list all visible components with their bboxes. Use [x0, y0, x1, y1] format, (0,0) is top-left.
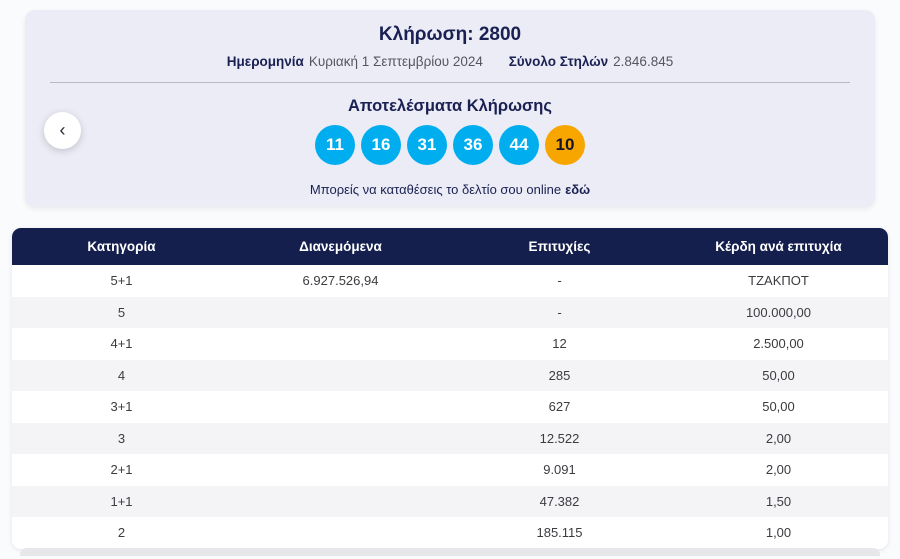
table-row: 5 - 100.000,00	[12, 296, 888, 328]
winning-number-ball: 11	[315, 125, 355, 165]
column-header: Κατηγορία	[87, 239, 156, 254]
prize-table-header: Κατηγορία Διανεμόμενα Επιτυχίες Κέρδη ανά ε…	[12, 228, 888, 265]
table-cell: 285	[548, 367, 571, 383]
column-header: Κέρδη ανά επιτυχία	[715, 239, 842, 254]
table-row: 1+1 47.382 1,50	[12, 485, 888, 517]
table-cell: 6.927.526,94	[302, 273, 379, 289]
table-row: 3 12.522 2,00	[12, 422, 888, 454]
columns-label: Σύνολο Στηλών	[508, 54, 609, 69]
table-cell: 5+1	[110, 273, 133, 289]
header-divider	[50, 82, 850, 83]
table-cell: -	[557, 273, 562, 289]
winning-number-ball: 31	[407, 125, 447, 165]
table-row: 2+1 9.091 2,00	[12, 454, 888, 486]
table-cell: 1,50	[765, 493, 792, 509]
winning-number-ball: 44	[499, 125, 539, 165]
table-cell: 1+1	[110, 493, 133, 509]
previous-draw-button[interactable]: ‹	[44, 112, 81, 149]
table-cell: 4+1	[110, 336, 133, 352]
table-cell: 4	[117, 367, 126, 383]
next-section-edge	[20, 548, 880, 556]
table-cell: 2,00	[765, 430, 792, 446]
table-cell: 5	[117, 304, 126, 320]
column-header: Επιτυχίες	[528, 239, 591, 254]
table-cell: 185.115	[536, 525, 583, 541]
chevron-left-icon: ‹	[59, 120, 66, 140]
draw-date: Ημερομηνία Κυριακή 1 Σεπτεμβρίου 2024	[227, 54, 483, 69]
table-cell: -	[557, 304, 562, 320]
cta-message: Μπορείς να καταθέσεις το δελτίο σου onli…	[309, 182, 562, 197]
table-row: 2 185.115 1,00	[12, 517, 888, 549]
table-cell: 3+1	[110, 399, 133, 415]
table-cell: 12.522	[539, 430, 580, 446]
table-cell: 3	[117, 430, 126, 446]
table-cell: 100.000,00	[745, 304, 812, 320]
table-cell: 2	[117, 525, 126, 541]
table-row: 3+1 627 50,00	[12, 391, 888, 423]
table-cell: 2+1	[110, 462, 133, 478]
prize-table: Κατηγορία Διανεμόμενα Επιτυχίες Κέρδη ανά ε…	[12, 228, 888, 549]
table-cell: 47.382	[539, 493, 580, 509]
draw-summary-card: Κλήρωση: 2800 Ημερομηνία Κυριακή 1 Σεπτεμ…	[25, 10, 875, 207]
winning-number-ball: 16	[361, 125, 401, 165]
cta-link[interactable]: εδώ	[565, 182, 591, 197]
winning-numbers: 11 16 31 36 44 10	[25, 125, 875, 165]
columns-value: 2.846.845	[613, 54, 674, 69]
table-cell: 627	[548, 399, 571, 415]
table-cell: 9.091	[543, 462, 576, 478]
date-value: Κυριακή 1 Σεπτεμβρίου 2024	[308, 54, 483, 69]
winning-number-ball: 36	[453, 125, 493, 165]
table-row: 4+1 12 2.500,00	[12, 328, 888, 360]
table-cell: ΤΖΑΚΠΟΤ	[748, 273, 809, 289]
table-cell: 50,00	[762, 399, 795, 415]
joker-number-ball: 10	[545, 125, 585, 165]
table-row: 5+1 6.927.526,94 - ΤΖΑΚΠΟΤ	[12, 265, 888, 297]
table-cell: 2.500,00	[753, 336, 804, 352]
results-title: Αποτελέσματα Κλήρωσης	[348, 97, 552, 115]
column-header: Διανεμόμενα	[299, 239, 382, 254]
prize-table-body: 5+1 6.927.526,94 - ΤΖΑΚΠΟΤ 5 - 100.000,00 4+1 12…	[12, 265, 888, 549]
table-cell: 50,00	[762, 367, 795, 383]
table-cell: 2,00	[765, 462, 792, 478]
draw-meta: Ημερομηνία Κυριακή 1 Σεπτεμβρίου 2024 Σύν…	[25, 54, 875, 69]
cta-text: Μπορείς να καταθέσεις το δελτίο σου onli…	[25, 182, 875, 197]
table-cell: 1,00	[765, 525, 792, 541]
draw-title: Κλήρωση: 2800	[378, 24, 522, 45]
table-cell: 12	[552, 336, 567, 352]
date-label: Ημερομηνία	[226, 54, 304, 69]
table-row: 4 285 50,00	[12, 359, 888, 391]
total-columns: Σύνολο Στηλών 2.846.845	[509, 54, 674, 69]
